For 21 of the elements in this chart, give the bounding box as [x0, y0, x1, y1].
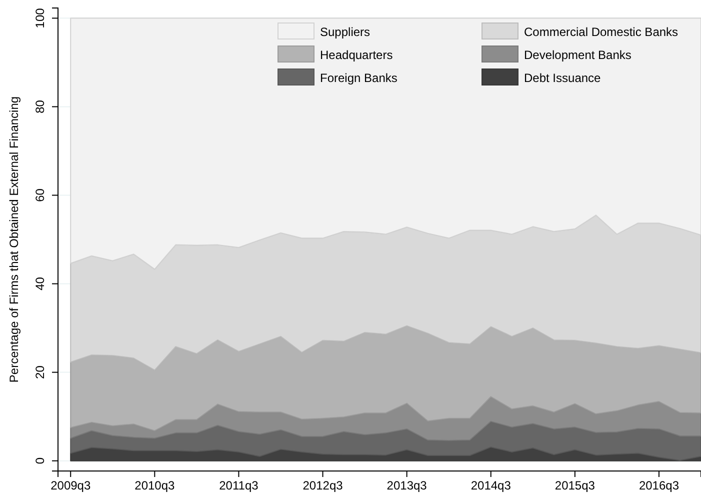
y-tick-label: 0 [33, 457, 47, 464]
legend-label: Development Banks [524, 48, 632, 62]
x-tick-label: 2009q3 [50, 478, 91, 493]
x-tick-label: 2015q3 [554, 478, 596, 493]
legend-label: Headquarters [320, 48, 393, 62]
x-tick-label: 2011q3 [219, 478, 259, 493]
x-tick-label: 2016q3 [638, 478, 680, 493]
legend-label: Debt Issuance [524, 71, 602, 85]
y-tick-label: 100 [33, 8, 47, 28]
y-tick-label: 20 [33, 365, 47, 379]
y-axis-title: Percentage of Firms that Obtained External Financing [7, 96, 21, 383]
legend-label: Suppliers [320, 25, 370, 39]
legend-label: Commercial Domestic Banks [524, 25, 678, 39]
x-tick-label: 2010q3 [134, 478, 176, 493]
x-tick-label: 2013q3 [386, 478, 428, 493]
y-tick-label: 80 [33, 100, 47, 114]
legend-label: Foreign Banks [320, 71, 398, 85]
x-tick-label: 2012q3 [302, 478, 344, 493]
y-tick-label: 60 [33, 188, 47, 202]
y-tick-label: 40 [33, 276, 47, 290]
x-tick-label: 2014q3 [470, 478, 512, 493]
